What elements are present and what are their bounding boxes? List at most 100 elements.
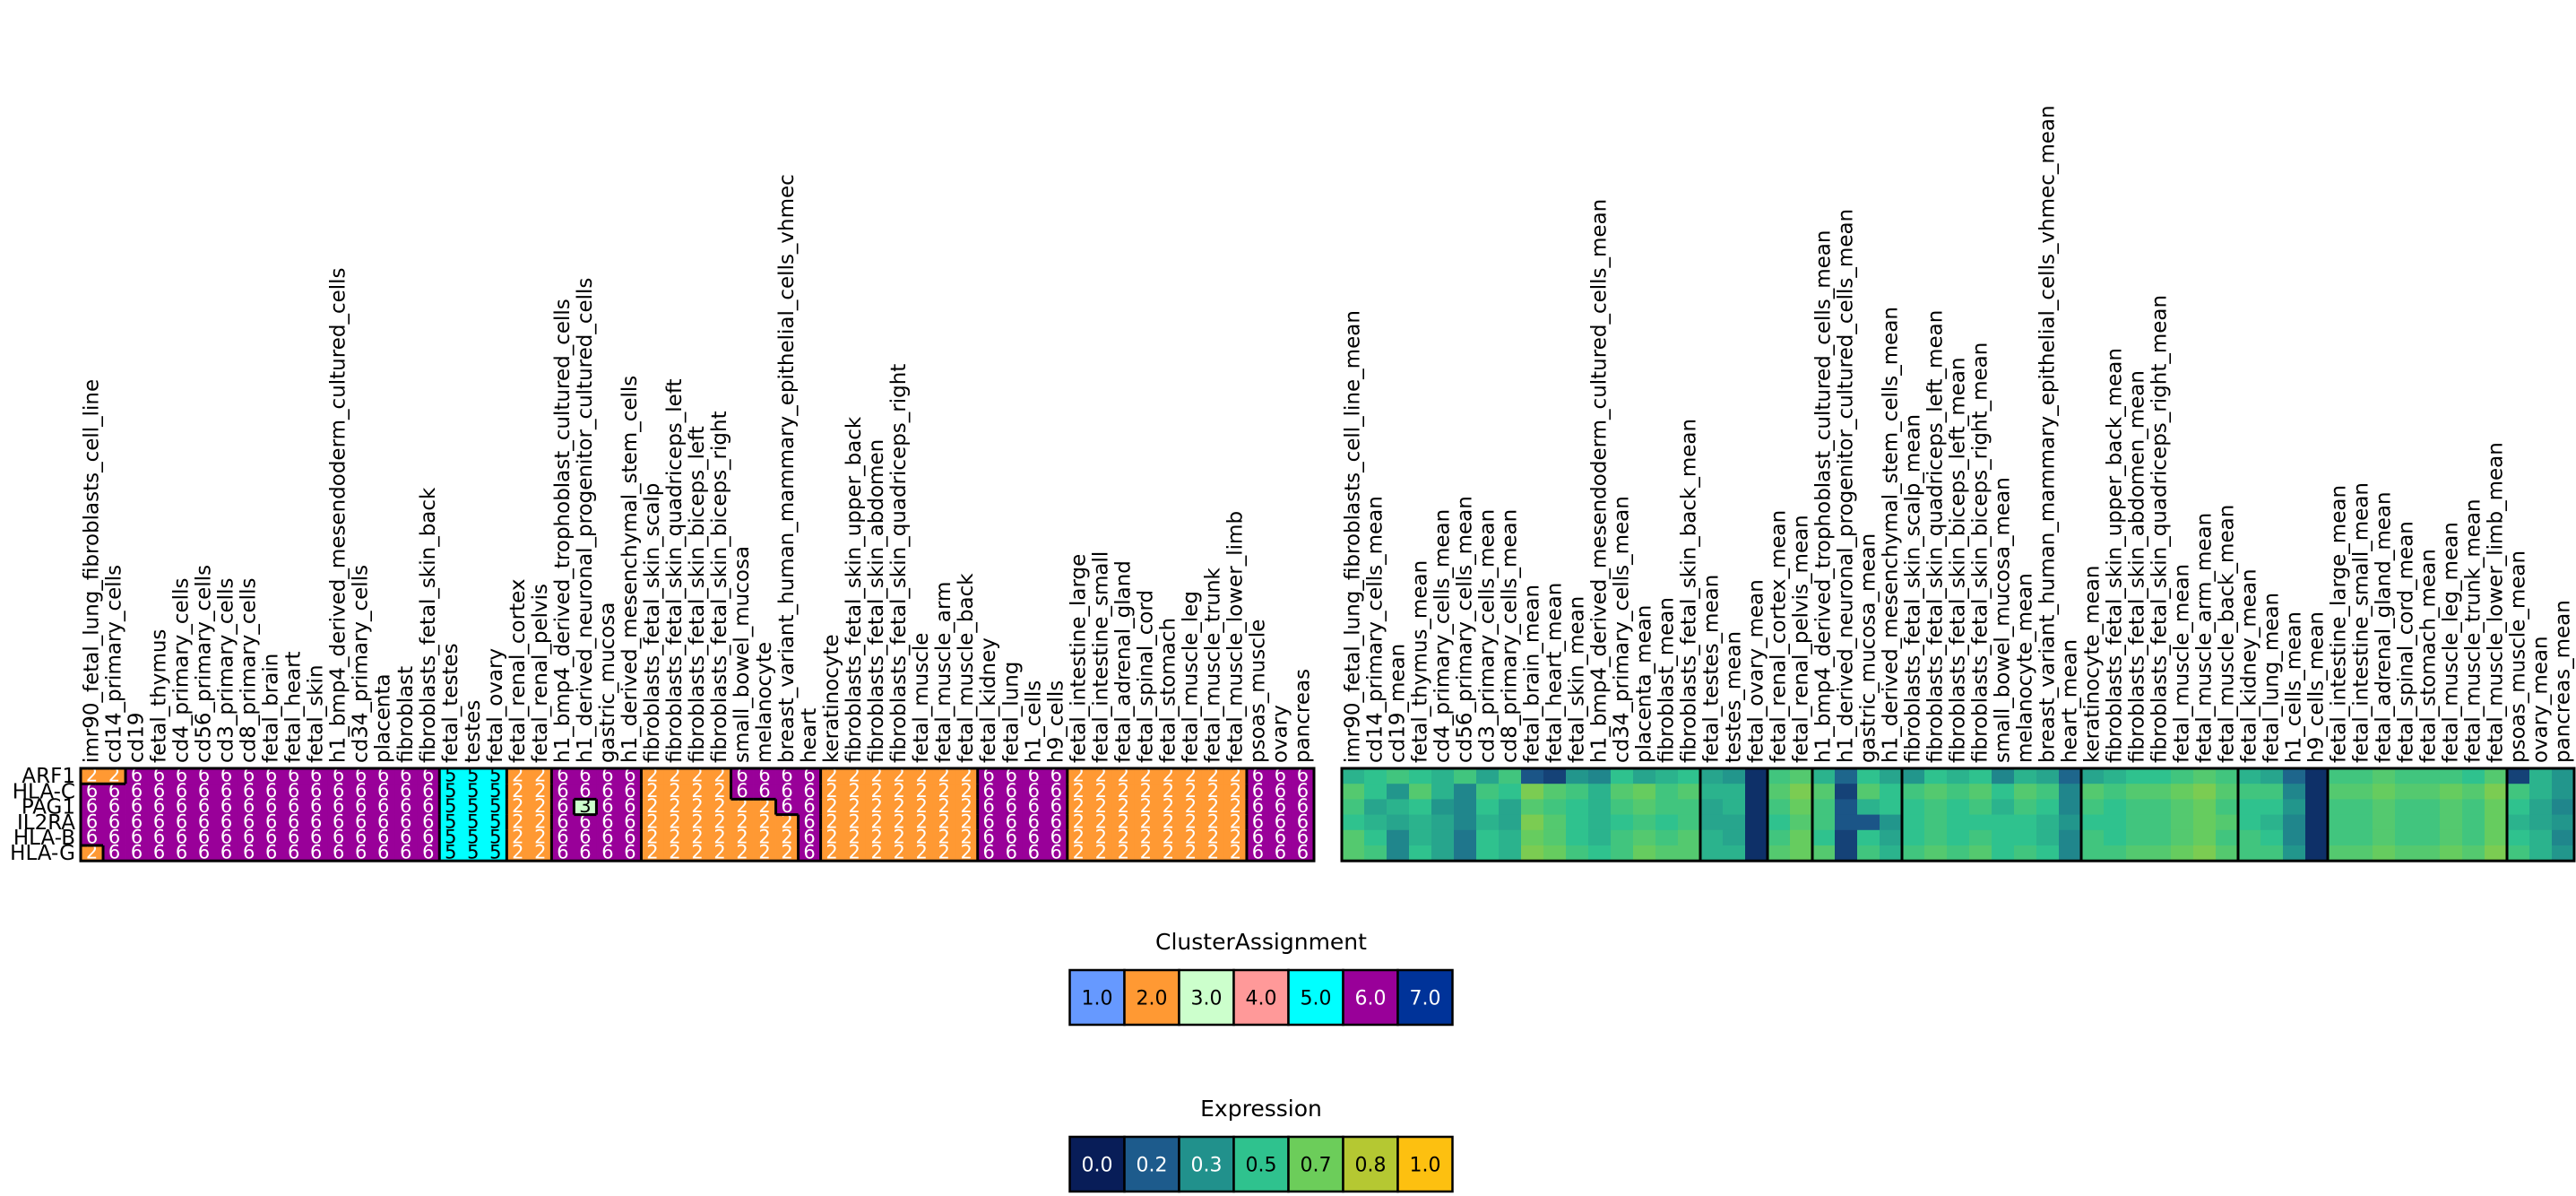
heatmap-cell [1476, 784, 1500, 800]
heatmap-cell [81, 784, 104, 800]
cell-value-label: 2 [1230, 827, 1241, 848]
heatmap-cell [2126, 814, 2149, 831]
heatmap-cell [730, 829, 754, 846]
cell-value-label: 2 [848, 765, 860, 786]
heatmap-cell [1268, 829, 1292, 846]
cell-value-label: 6 [1252, 765, 1264, 786]
cell-value-label: 5 [489, 780, 501, 802]
row-label: HLA-B [13, 827, 75, 850]
heatmap-cell [1022, 799, 1046, 815]
legend-label: 1.0 [1082, 988, 1113, 1010]
cell-value-label: 2 [1095, 765, 1107, 786]
heatmap-cell [238, 845, 261, 862]
heatmap-cell [641, 768, 664, 784]
heatmap-cell [529, 829, 552, 846]
cell-value-label: 2 [1140, 765, 1152, 786]
heatmap-cell [753, 784, 776, 800]
cell-value-label: 2 [1118, 795, 1129, 817]
cell-value-label: 2 [915, 795, 927, 817]
heatmap-cell [238, 829, 261, 846]
heatmap-cell [2417, 829, 2441, 846]
row-label: HLA-C [13, 780, 75, 803]
cell-value-label: 6 [1252, 842, 1264, 863]
cell-value-label: 6 [131, 780, 143, 802]
cell-value-label: 2 [669, 765, 680, 786]
heatmap-cell [2552, 829, 2575, 846]
cell-value-label: 6 [265, 780, 277, 802]
cell-value-label: 6 [153, 827, 165, 848]
heatmap-cell [2350, 799, 2373, 815]
legend-swatch [1068, 968, 1126, 1027]
heatmap-cell [1812, 829, 1836, 846]
heatmap-cell [2529, 845, 2553, 862]
heatmap-cell [1089, 845, 1113, 862]
cell-value-label: 6 [220, 795, 232, 817]
heatmap-cell [1543, 814, 1567, 831]
cell-value-label: 6 [601, 780, 613, 802]
heatmap-cell [2552, 799, 2575, 815]
cell-value-label: 6 [198, 765, 210, 786]
heatmap-cell [238, 799, 261, 815]
legend-label: 7.0 [1410, 988, 1441, 1010]
cell-value-label: 6 [803, 795, 815, 817]
heatmap-cell [2462, 784, 2485, 800]
heatmap-cell [999, 845, 1024, 862]
heatmap-cell [1022, 768, 1046, 784]
heatmap-cell [305, 845, 328, 862]
cell-value-label: 6 [1297, 827, 1309, 848]
cell-value-label: 2 [781, 842, 792, 863]
cell-value-label: 6 [131, 827, 143, 848]
column-label: cd34_primary_cells_mean [1611, 496, 1634, 763]
cell-value-label: 2 [826, 795, 837, 817]
heatmap-cell [282, 845, 306, 862]
heatmap-cell [1454, 829, 1477, 846]
heatmap-cell [775, 845, 799, 862]
heatmap-cell [1521, 814, 1544, 831]
heatmap-cell [148, 768, 171, 784]
heatmap-cell [1700, 768, 1724, 784]
heatmap-cell [730, 768, 754, 784]
cell-value-label: 6 [108, 842, 120, 863]
cell-value-label: 2 [1207, 780, 1219, 802]
column-label: fetal_stomach [1156, 618, 1180, 763]
column-label: h9_cells [1044, 680, 1068, 763]
heatmap-cell [2216, 845, 2239, 862]
cell-value-label: 2 [961, 780, 972, 802]
heatmap-cell [260, 784, 283, 800]
heatmap-cell [2350, 768, 2373, 784]
column-label: fibroblasts_fetal_skin_quadriceps_left_m… [1924, 310, 1948, 763]
column-label: fetal_brain_mean [1521, 585, 1544, 763]
heatmap-cell [2417, 784, 2441, 800]
heatmap-cell [1745, 784, 1768, 800]
heatmap-cell [1723, 845, 1746, 862]
column-label: cd19 [125, 712, 149, 763]
heatmap-cell [1364, 829, 1387, 846]
legend-swatch [1396, 968, 1454, 1027]
cell-value-label: 6 [781, 765, 792, 786]
cell-value-label: 6 [1028, 810, 1040, 832]
cell-value-label: 2 [893, 765, 904, 786]
cell-value-label: 6 [377, 795, 389, 817]
column-label: fetal_skin [305, 664, 328, 763]
cell-value-label: 6 [758, 780, 770, 802]
heatmap-cell [641, 845, 664, 862]
cell-value-label: 6 [220, 842, 232, 863]
heatmap-cell [2507, 784, 2530, 800]
cell-value-label: 5 [489, 795, 501, 817]
legend-swatch [1396, 1135, 1454, 1193]
heatmap-cell [2529, 768, 2553, 784]
cell-value-label: 2 [915, 827, 927, 848]
heatmap-cell [81, 768, 104, 784]
heatmap-cell [1111, 799, 1136, 815]
cell-value-label: 6 [803, 827, 815, 848]
cell-value-label: 2 [1185, 765, 1197, 786]
heatmap-cell [1655, 814, 1679, 831]
heatmap-cell [775, 814, 799, 831]
expression-legend: Expression 0.0 0.2 0.3 0.5 0.7 0.8 1.0 [1068, 1096, 1454, 1193]
legend-swatch [1178, 968, 1235, 1027]
heatmap-cell [170, 829, 194, 846]
heatmap-cell [282, 784, 306, 800]
heatmap-cell [2462, 829, 2485, 846]
heatmap-cell [2462, 814, 2485, 831]
heatmap-cell [1768, 845, 1791, 862]
